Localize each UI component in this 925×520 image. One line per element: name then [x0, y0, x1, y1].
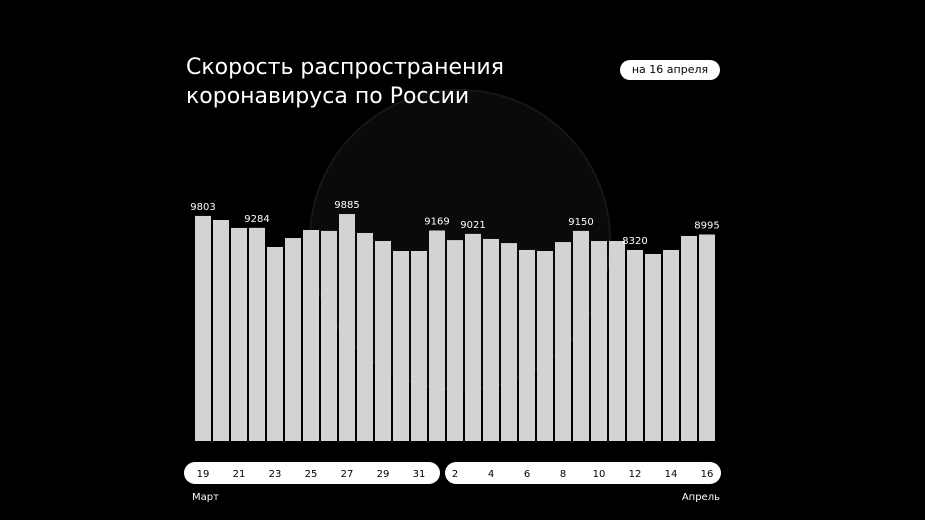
x-tick-label: 29	[377, 469, 390, 480]
x-tick-label: 12	[629, 469, 642, 480]
month-label: Апрель	[682, 492, 720, 503]
month-label: Март	[192, 492, 219, 503]
bar	[429, 230, 445, 441]
bar	[555, 242, 571, 441]
bar	[213, 220, 229, 441]
bar	[321, 230, 337, 441]
value-label: 9803	[190, 202, 215, 213]
x-tick-label: 27	[341, 469, 354, 480]
bar	[465, 233, 481, 441]
bar	[627, 249, 643, 441]
bar	[303, 229, 319, 441]
bar	[501, 243, 517, 441]
bar	[231, 227, 247, 441]
value-label: 9169	[424, 216, 449, 227]
x-tick-label: 6	[524, 469, 530, 480]
bar	[573, 230, 589, 441]
chart-title: коронавируса по России	[186, 84, 469, 109]
bar	[645, 253, 661, 441]
bar	[267, 246, 283, 441]
bar	[519, 249, 535, 441]
bar	[357, 232, 373, 441]
bar	[447, 240, 463, 441]
value-label: 9021	[460, 220, 485, 231]
x-tick-label: 25	[305, 469, 318, 480]
value-label: 8995	[694, 220, 719, 231]
bar	[285, 238, 301, 441]
x-tick-label: 10	[593, 469, 606, 480]
bar	[339, 214, 355, 441]
x-tick-label: 19	[197, 469, 210, 480]
bar	[699, 234, 715, 441]
date-badge-text: на 16 апреля	[632, 63, 708, 76]
bar	[609, 241, 625, 441]
x-tick-label: 4	[488, 469, 494, 480]
value-label: 9885	[334, 200, 359, 211]
bar	[591, 241, 607, 441]
bar	[393, 251, 409, 441]
bar	[375, 241, 391, 441]
bar	[663, 249, 679, 441]
bar	[681, 235, 697, 441]
x-tick-label: 16	[701, 469, 714, 480]
value-label: 9150	[568, 217, 593, 228]
value-label: 9284	[244, 214, 269, 225]
x-tick-label: 21	[233, 469, 246, 480]
x-tick-label: 23	[269, 469, 282, 480]
month-pill	[445, 462, 721, 484]
x-tick-label: 8	[560, 469, 566, 480]
bar	[537, 251, 553, 441]
value-label: 8320	[622, 236, 647, 247]
bar	[411, 251, 427, 441]
date-badge	[620, 60, 720, 80]
bar	[483, 238, 499, 441]
x-tick-label: 31	[413, 469, 426, 480]
bar	[195, 215, 211, 441]
x-tick-label: 14	[665, 469, 678, 480]
month-pill	[184, 462, 440, 484]
x-tick-label: 2	[452, 469, 458, 480]
chart-title: Скорость распространения	[186, 55, 504, 80]
bar	[249, 227, 265, 441]
